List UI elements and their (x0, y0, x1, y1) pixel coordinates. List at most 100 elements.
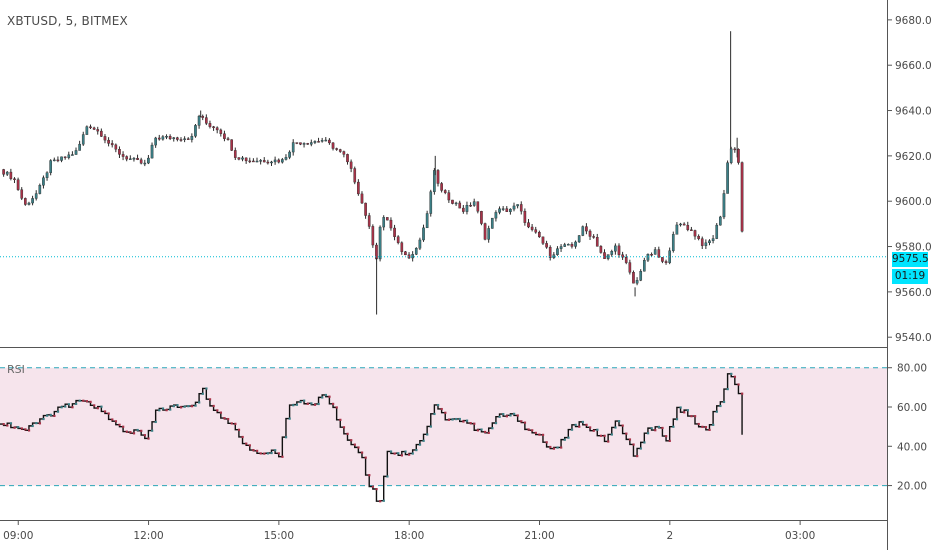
candle-body (150, 144, 154, 159)
time-axis[interactable]: 09:00 12:00 15:00 18:00 21:00 2 03:00 (3, 520, 815, 542)
rsi-point (473, 422, 476, 425)
rsi-point (201, 392, 204, 395)
rsi-point (125, 430, 128, 433)
candle-body (400, 242, 404, 252)
rsi-point (683, 411, 686, 414)
candle-body (338, 149, 342, 152)
candle-body (349, 161, 353, 169)
rsi-point (263, 452, 266, 455)
rsi-point (328, 395, 331, 398)
rsi-point (299, 400, 302, 404)
rsi-point (603, 434, 606, 437)
candle-body (295, 142, 299, 144)
rsi-point (208, 398, 212, 401)
rsi-point (589, 426, 592, 429)
candle-body (606, 254, 610, 259)
candle-body (650, 254, 653, 256)
candle-body (45, 172, 49, 178)
rsi-point (111, 418, 114, 421)
candle-body (451, 199, 454, 204)
rsi-indicator-label[interactable]: RSI (7, 363, 25, 376)
candle-body (266, 161, 270, 164)
rsi-point (107, 412, 110, 415)
rsi-point (89, 400, 92, 403)
candle-body (462, 207, 465, 212)
rsi-point (462, 420, 465, 423)
rsi-point (393, 452, 396, 455)
rsi-point (408, 453, 411, 456)
rsi-point (581, 420, 584, 424)
candle-body (168, 136, 172, 140)
rsi-point (379, 500, 382, 503)
candle-body (114, 144, 118, 150)
rsi-point (237, 428, 241, 431)
candle-body (364, 202, 367, 216)
candle-body (632, 272, 635, 284)
candle-body (577, 235, 581, 243)
price-tick-label: 9660.0 (895, 60, 932, 72)
candle-body (179, 139, 183, 141)
candle-body (530, 226, 534, 230)
candle-body (614, 245, 617, 252)
candle-body (690, 229, 693, 231)
rsi-point (476, 429, 480, 432)
rsi-point (212, 404, 215, 408)
rsi-point (617, 420, 621, 423)
rsi-point (737, 383, 740, 386)
last-price-tag: 9575.5 (892, 252, 929, 267)
price-tick-label: 9560.0 (895, 287, 932, 299)
candle-body (324, 139, 328, 142)
time-tick-label: 12:00 (133, 530, 163, 542)
rsi-point (151, 429, 154, 432)
candle-body (244, 157, 248, 162)
candle-body (664, 261, 668, 263)
rsi-point (85, 400, 89, 403)
candle-body (516, 204, 519, 207)
candle-body (396, 236, 400, 243)
rsi-point (389, 450, 393, 453)
rsi-point (741, 392, 744, 395)
rsi-point (632, 443, 635, 446)
rsi-point (400, 454, 403, 457)
candle-body (270, 161, 273, 164)
candle-body (313, 141, 317, 143)
symbol-title[interactable]: XBTUSD, 5, BITMEX (7, 14, 128, 28)
rsi-point (35, 422, 38, 425)
candle-body (556, 248, 559, 255)
rsi-point (165, 409, 168, 412)
candle-body (711, 238, 715, 241)
candle-body (682, 223, 686, 226)
price-axis[interactable]: 9540.0 9560.0 9580.0 9600.0 9620.0 9640.0 9660… (887, 15, 932, 344)
candle-body (422, 227, 425, 241)
candle-body (545, 243, 548, 248)
candle-body (639, 271, 643, 281)
rsi-band (0, 367, 887, 486)
candle-body (353, 168, 357, 183)
candle-body (176, 137, 179, 140)
rsi-point (342, 426, 346, 429)
candle-body (447, 192, 451, 201)
rsi-point (502, 413, 505, 416)
rsi-point (24, 428, 27, 431)
rsi-point (60, 406, 63, 409)
candle-body (458, 202, 462, 209)
rsi-point (190, 405, 194, 408)
rsi-axis[interactable]: 20.00 40.00 60.00 80.00 (887, 363, 927, 493)
rsi-point (538, 433, 541, 436)
candle-body (299, 142, 302, 145)
rsi-point (520, 420, 523, 423)
candle-body (512, 205, 516, 210)
rsi-point (610, 433, 613, 436)
rsi-point (552, 447, 556, 450)
rsi-point (205, 387, 208, 390)
candle-body (92, 127, 96, 130)
candle-body (621, 254, 624, 258)
rsi-point (158, 409, 161, 412)
candle-body (443, 190, 447, 193)
candle-body (523, 210, 527, 223)
rsi-point (332, 402, 335, 406)
rsi-point (230, 422, 233, 425)
candle-body (42, 177, 45, 186)
rsi-point (154, 420, 157, 424)
